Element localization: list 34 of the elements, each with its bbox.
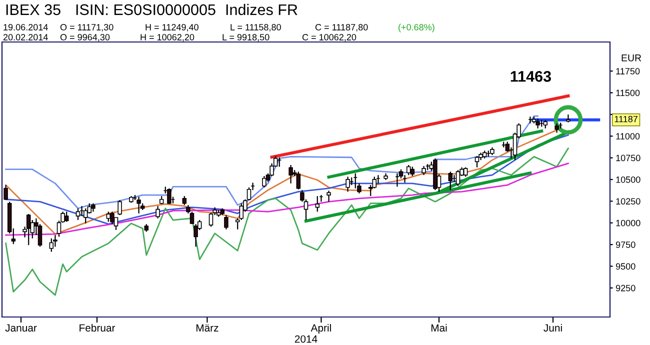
y-tick-label: 10750	[616, 154, 640, 162]
x-tick-label: April	[310, 324, 331, 334]
y-tick-label: 9250	[616, 284, 636, 292]
text: Indizes FR	[226, 4, 298, 16]
x-axis-title: 2014	[294, 335, 318, 343]
y-tick-label: 10250	[616, 198, 640, 205]
chart-title: IBEX 35	[6, 4, 60, 16]
text: L = 11158,80	[230, 24, 281, 32]
x-tick-label: März	[196, 324, 218, 332]
x-tick-label: Januar	[5, 324, 37, 332]
text: H = 10062,20	[140, 34, 194, 42]
text: O = 9964,30	[60, 34, 110, 42]
text: 20.02.2014	[3, 34, 48, 40]
annotation: 11463	[510, 71, 551, 82]
text: 19.06.2014	[4, 24, 48, 30]
x-tick-label: Februar	[80, 324, 116, 332]
y-tick-label: 10500	[616, 176, 640, 183]
y-tick-label: 11500	[616, 90, 640, 96]
text: 11187	[614, 116, 638, 122]
x-tick-label: Mai	[431, 324, 447, 332]
y-tick-label: 9500	[616, 263, 636, 270]
text: L = 9918,50	[222, 34, 270, 42]
y-tick-label: 11000	[616, 133, 640, 140]
text: ISIN: ES0SI0000005	[76, 4, 216, 16]
y-tick-label: 10000	[616, 220, 640, 226]
x-tick-label: Juni	[544, 324, 562, 332]
y-axis-title: EUR	[622, 54, 642, 62]
text: H = 11249,40	[146, 24, 198, 32]
text: (+0.68%)	[398, 24, 434, 32]
y-tick-label: 11750	[616, 68, 640, 74]
text: O = 11171,30	[60, 24, 114, 32]
text: C = 11187,80	[315, 24, 368, 32]
y-tick-label: 9750	[616, 242, 636, 248]
text: C = 10062,20	[302, 34, 356, 42]
